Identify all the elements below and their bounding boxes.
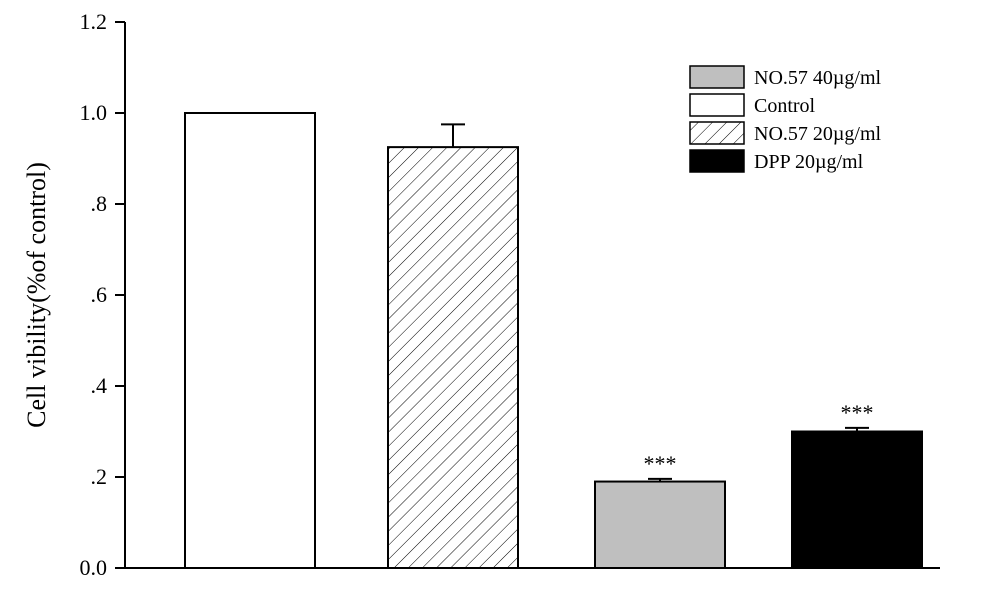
y-tick-label: 0.0 [80, 555, 108, 580]
sig-label: *** [644, 451, 677, 476]
y-axis-label: Cell vibility(%of control) [22, 162, 51, 428]
bar-control [185, 113, 315, 568]
y-tick-label: .2 [91, 464, 108, 489]
legend-swatch-no57-40 [690, 66, 744, 88]
legend-label-no57-20: NO.57 20µg/ml [754, 123, 882, 145]
cell-viability-bar-chart: 0.0 .2 .4 .6 .8 1.0 1.2 *** *** Cell vibility(%of… [0, 0, 1000, 612]
bar-no57-40 [595, 482, 725, 568]
bar-no57-20 [388, 147, 518, 568]
legend-label-dpp-20: DPP 20µg/ml [754, 151, 864, 173]
sig-label: *** [841, 400, 874, 425]
y-tick-label: .8 [91, 191, 108, 216]
y-tick-label: .6 [91, 282, 108, 307]
y-tick-label: 1.2 [80, 9, 108, 34]
legend-label-control: Control [754, 95, 816, 117]
legend-swatch-no57-20 [690, 122, 744, 144]
legend-swatch-dpp-20 [690, 150, 744, 172]
legend-label-no57-40: NO.57 40µg/ml [754, 67, 882, 89]
y-tick-label: 1.0 [80, 100, 108, 125]
y-tick-label: .4 [91, 373, 108, 398]
bar-dpp-20 [792, 432, 922, 569]
legend-swatch-control [690, 94, 744, 116]
